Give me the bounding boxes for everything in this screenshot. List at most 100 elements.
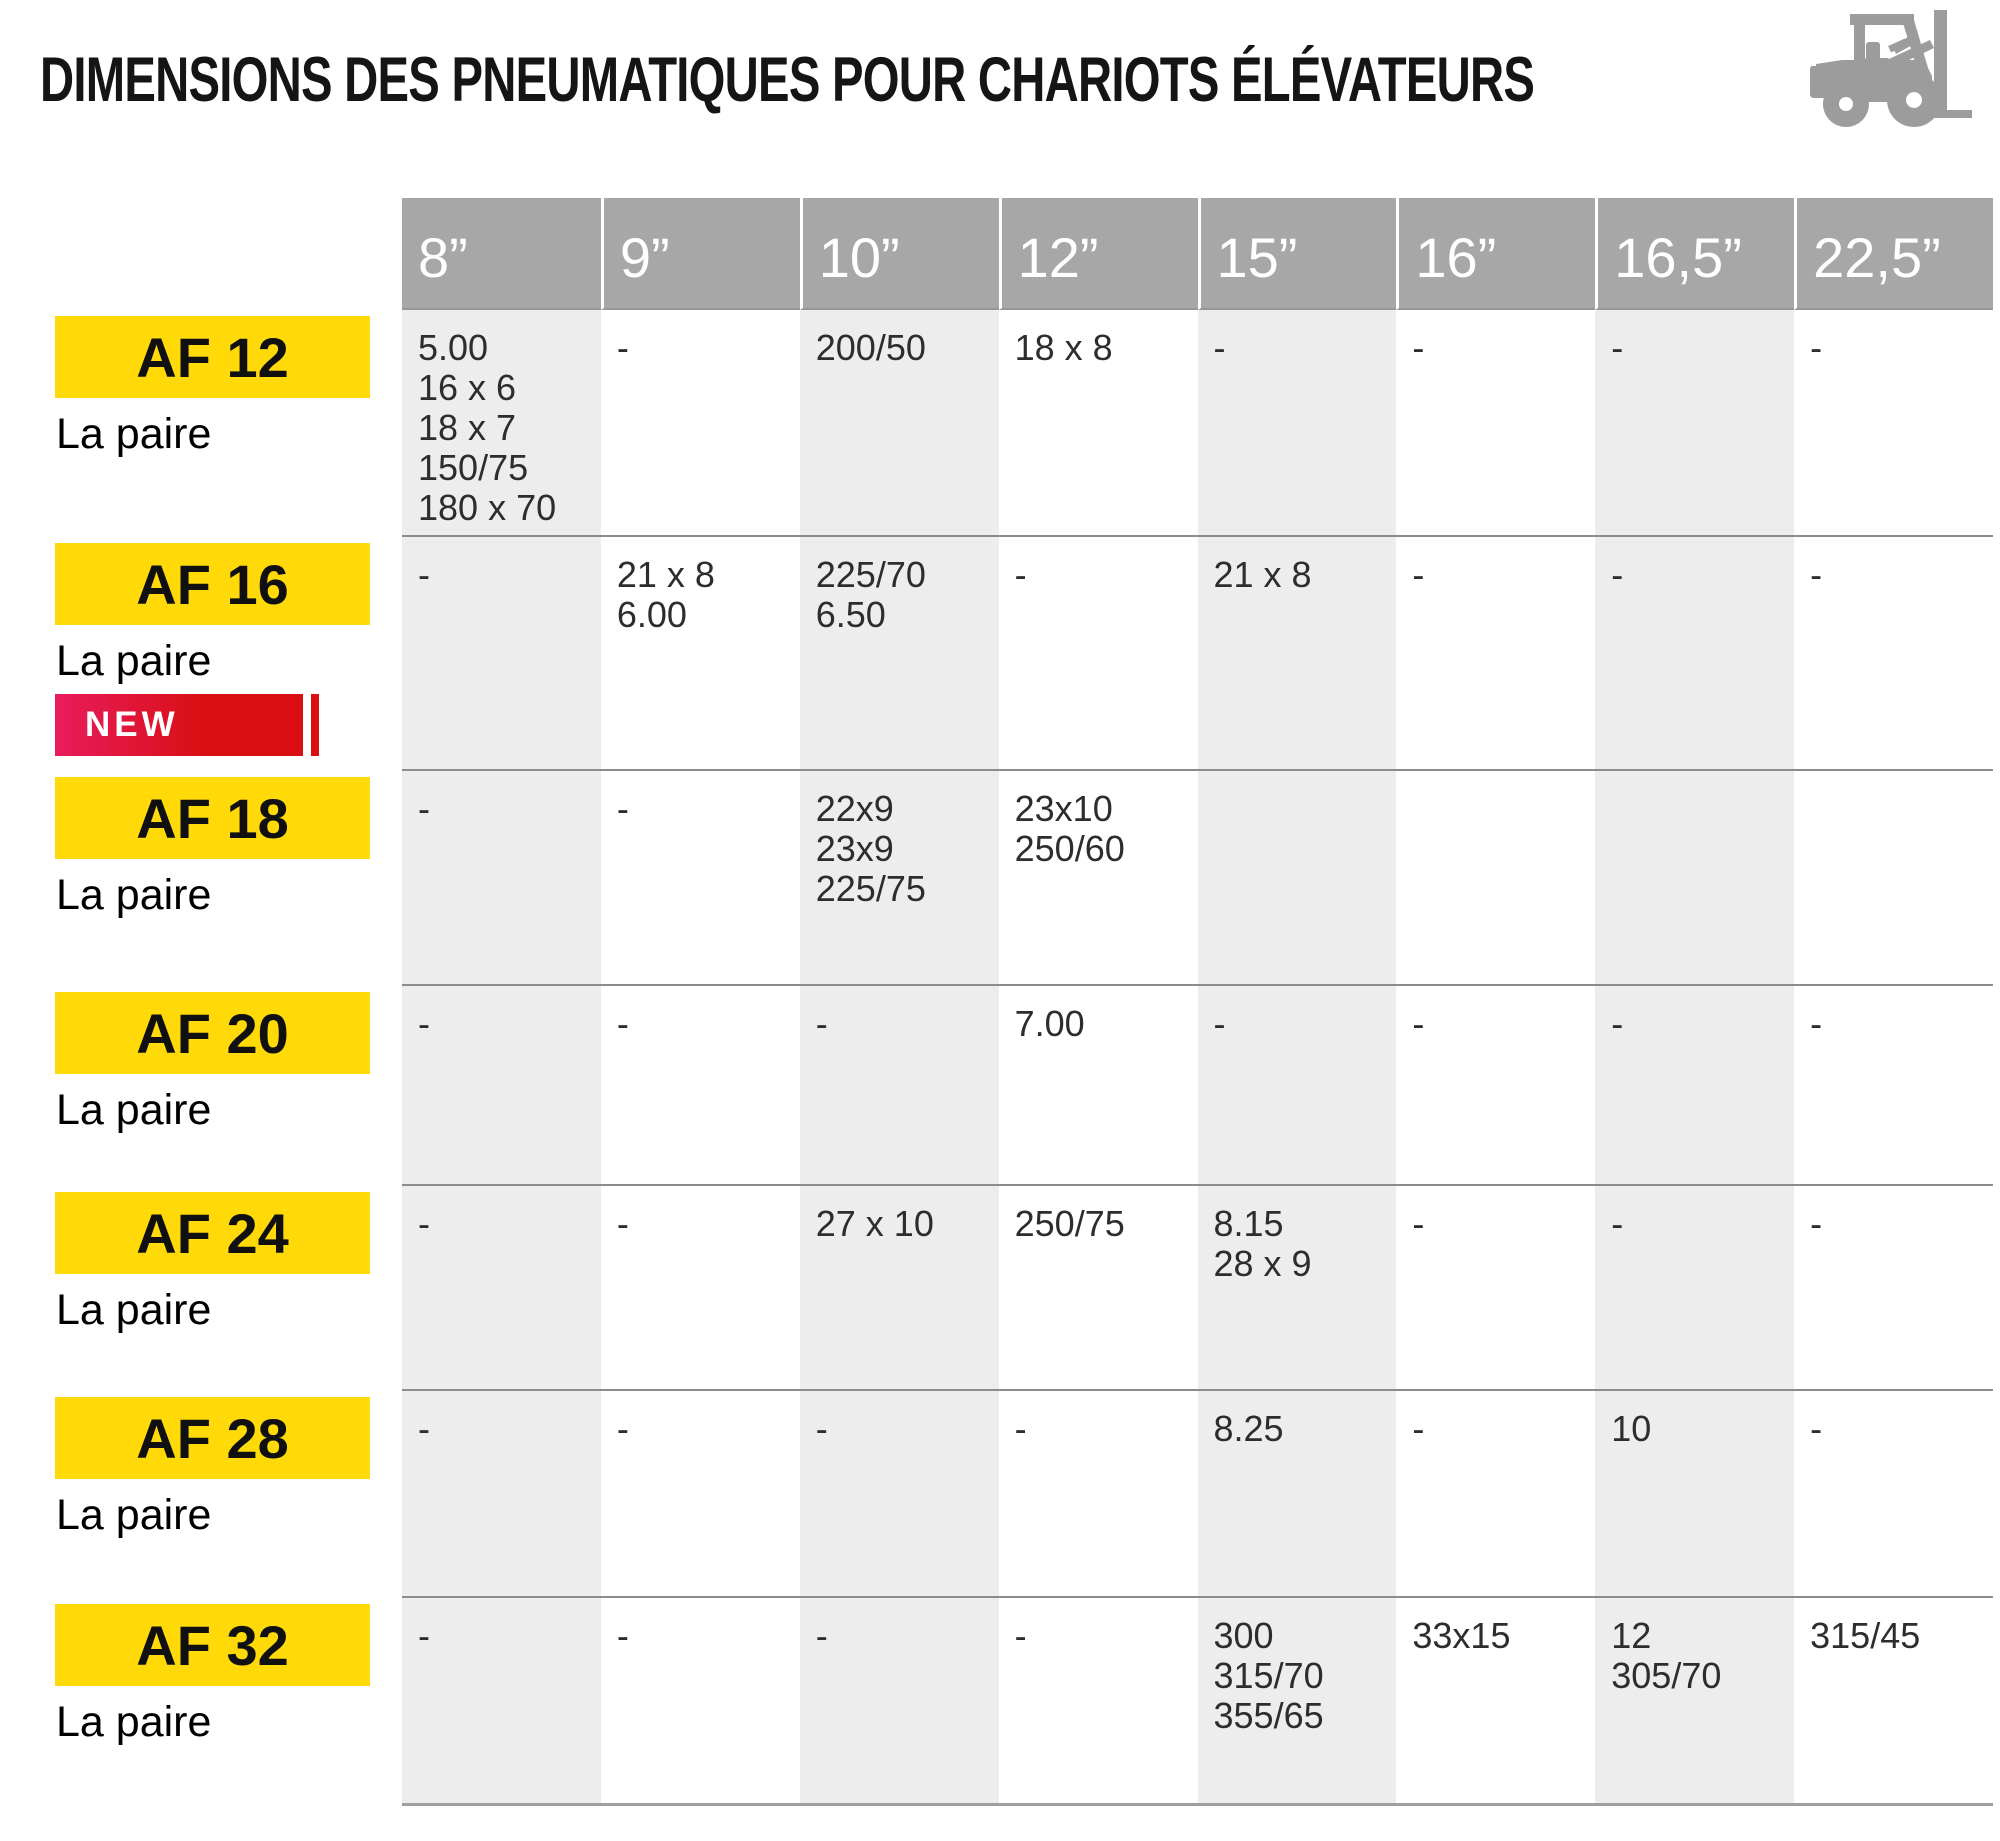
pair-label: La paire — [56, 637, 212, 685]
size-cell: - — [799, 1391, 999, 1598]
size-value: 12 — [1611, 1615, 1652, 1656]
size-cell: - — [1794, 1391, 1993, 1598]
model-badge: AF 18 — [55, 777, 370, 859]
size-cell: - — [402, 771, 601, 986]
column-header-22_5in: 22,5” — [1794, 198, 1993, 310]
size-value: - — [1611, 1203, 1624, 1244]
size-value: - — [815, 1408, 828, 1449]
size-cell: 8.25 — [1197, 1391, 1397, 1598]
size-cell: 200/50 — [799, 310, 999, 537]
size-value: - — [1014, 1615, 1027, 1656]
size-value: 5.00 — [418, 327, 489, 368]
size-cell: 8.15 28 x 9 — [1197, 1186, 1397, 1391]
size-cell: - — [998, 1391, 1198, 1598]
size-value: - — [616, 1615, 629, 1656]
column-header-16_5in: 16,5” — [1595, 198, 1795, 310]
size-cell: - — [1197, 310, 1397, 537]
size-cell: - — [402, 1598, 601, 1806]
size-value: 250/75 — [1014, 1203, 1125, 1244]
size-value: - — [616, 1003, 629, 1044]
size-value: - — [418, 788, 430, 829]
size-value: 250/60 — [1014, 828, 1125, 869]
page-title: DIMENSIONS DES PNEUMATIQUES POUR CHARIOT… — [40, 45, 1535, 115]
size-value: 200/50 — [815, 327, 926, 368]
table-row-af-28: AF 28 La paire - - - - 8.25 - 10 - — [40, 1391, 1993, 1598]
size-value: 21 x 8 — [616, 554, 715, 595]
table-row-af-32: AF 32 La paire - - - -300 315/70 355/65 33x15 12 3… — [40, 1598, 1993, 1806]
size-cell: 5.00 16 x 6 18 x 7 150/75 180 x 70 — [402, 310, 601, 537]
pair-label: La paire — [56, 871, 212, 919]
size-cell: 21 x 8 6.00 — [600, 537, 800, 771]
size-value: 21 x 8 — [1213, 554, 1312, 595]
size-value: - — [1810, 327, 1823, 368]
row-label-cell: AF 20 La paire — [40, 986, 402, 1186]
size-value: 8.15 — [1213, 1203, 1284, 1244]
size-cell: - — [799, 986, 999, 1186]
size-cell: - — [1595, 986, 1795, 1186]
size-value: - — [418, 554, 430, 595]
size-value: - — [1014, 554, 1027, 595]
model-badge: AF 16 — [55, 543, 370, 625]
size-cell: - — [1396, 310, 1596, 537]
size-value: 33x15 — [1412, 1615, 1511, 1656]
size-cell: - — [600, 1598, 800, 1806]
size-value: 315/70 — [1213, 1655, 1324, 1696]
size-value: 27 x 10 — [815, 1203, 934, 1244]
size-value: - — [616, 327, 629, 368]
size-value: - — [1412, 327, 1425, 368]
row-label-cell: AF 24 La paire — [40, 1186, 402, 1391]
size-cell: - — [600, 1391, 800, 1598]
size-cell: 18 x 8 — [998, 310, 1198, 537]
size-value: 180 x 70 — [418, 487, 557, 528]
size-cell: - — [799, 1598, 999, 1806]
size-cell: - — [1396, 1186, 1596, 1391]
size-value: 355/65 — [1213, 1695, 1324, 1736]
size-cell: 300 315/70 355/65 — [1197, 1598, 1397, 1806]
pair-label: La paire — [56, 1698, 212, 1746]
column-header-12in: 12” — [998, 198, 1198, 310]
size-value: - — [815, 1003, 828, 1044]
size-cell: 21 x 8 — [1197, 537, 1397, 771]
size-cell: - — [600, 771, 800, 986]
size-cell: - — [600, 310, 800, 537]
table-body: AF 12 La paire 5.00 16 x 6 18 x 7 150/75 180 x… — [40, 310, 1993, 1806]
model-badge: AF 12 — [55, 316, 370, 398]
column-header-10in: 10” — [799, 198, 999, 310]
size-value: - — [616, 1203, 629, 1244]
size-cell: - — [1595, 1186, 1795, 1391]
size-cell: - — [600, 1186, 800, 1391]
size-value: - — [418, 1615, 430, 1656]
size-value: - — [616, 1408, 629, 1449]
forklift-icon — [1810, 10, 1972, 127]
row-label-cell: AF 12 La paire — [40, 310, 402, 537]
size-cell: 12 305/70 — [1595, 1598, 1795, 1806]
size-value: - — [1611, 1003, 1624, 1044]
size-cell — [1595, 771, 1795, 986]
size-cell: - — [1794, 986, 1993, 1186]
size-value: 6.50 — [815, 594, 886, 635]
size-cell: - — [1595, 310, 1795, 537]
size-value: 16 x 6 — [418, 367, 517, 408]
size-value: - — [1810, 554, 1823, 595]
column-header-9in: 9” — [600, 198, 800, 310]
row-label-cell: AF 32 La paire — [40, 1598, 402, 1806]
size-cell: - — [1396, 537, 1596, 771]
row-label-cell: AF 28 La paire — [40, 1391, 402, 1598]
size-value: - — [815, 1615, 828, 1656]
size-value: - — [1213, 327, 1226, 368]
pair-label: La paire — [56, 1491, 212, 1539]
size-value: - — [1810, 1003, 1823, 1044]
pair-label: La paire — [56, 1286, 212, 1334]
table-row-af-12: AF 12 La paire 5.00 16 x 6 18 x 7 150/75 180 x… — [40, 310, 1993, 537]
table-row-af-20: AF 20 La paire - - - 7.00 - - - - — [40, 986, 1993, 1186]
table-row-af-18: NEW AF 18 La paire - -22x9 23x9 225/75 23x10 250… — [40, 694, 1993, 986]
size-cell: - — [402, 1186, 601, 1391]
size-cell — [1794, 771, 1993, 986]
size-value: - — [1412, 1003, 1425, 1044]
table-header-row: 8” 9” 10” 12” 15” 16” 16,5” 22,5” — [40, 198, 1993, 310]
pair-label: La paire — [56, 1086, 212, 1134]
size-value: - — [418, 1003, 430, 1044]
row-label-cell: NEW AF 18 La paire — [40, 694, 402, 986]
size-value: - — [1412, 1408, 1425, 1449]
